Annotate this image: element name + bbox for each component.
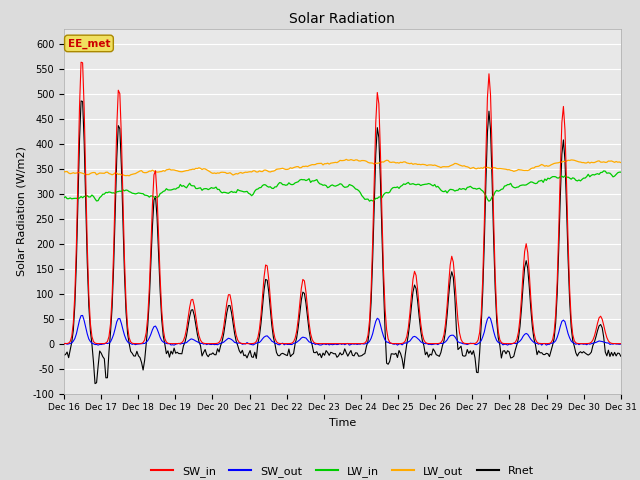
Legend: SW_in, SW_out, LW_in, LW_out, Rnet: SW_in, SW_out, LW_in, LW_out, Rnet [147,461,538,480]
Title: Solar Radiation: Solar Radiation [289,12,396,26]
Text: EE_met: EE_met [68,38,110,48]
Y-axis label: Solar Radiation (W/m2): Solar Radiation (W/m2) [17,146,27,276]
X-axis label: Time: Time [329,418,356,428]
